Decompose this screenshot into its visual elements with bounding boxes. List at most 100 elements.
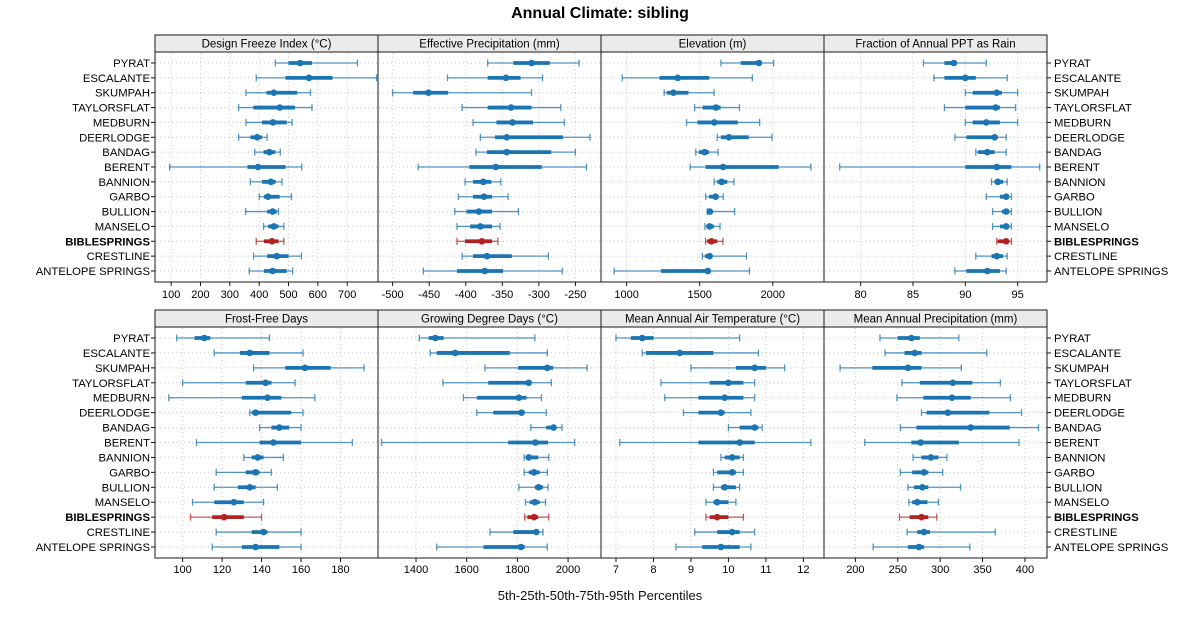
percentile-mark-deerlodge [479, 133, 591, 141]
percentile-mark-skumpah [245, 89, 312, 97]
percentile-mark-escalante [446, 74, 544, 82]
percentile-mark-medburn [168, 394, 316, 402]
percentile-mark-deerlodge [249, 409, 304, 417]
station-label-left: BANDAG [102, 147, 150, 159]
median-dot [531, 498, 539, 506]
station-label-left: ANTELOPE SPRINGS [36, 542, 151, 554]
median-dot [701, 148, 708, 156]
median-dot [267, 178, 275, 186]
axis-tick-label: 90 [959, 289, 971, 301]
median-dot [725, 133, 733, 141]
percentile-mark-taylorsflat [901, 379, 1002, 387]
median-dot [528, 59, 535, 67]
station-label-right: MEDBURN [1054, 393, 1111, 405]
percentile-mark-manselo [456, 222, 501, 230]
median-dot [751, 364, 758, 372]
median-dot [507, 104, 515, 111]
station-label-left: BULLION [102, 207, 150, 219]
panel-frost-free-days: Frost-Free Days 100 120 140 160 180 PYRAT ESCAL… [36, 309, 379, 576]
percentile-mark-bandag [975, 148, 1007, 156]
percentile-mark-antelope-springs [211, 543, 302, 551]
median-dot [268, 237, 276, 245]
percentile-mark-escalante [429, 349, 548, 357]
panel-title: Mean Annual Air Temperature (°C) [625, 314, 800, 326]
median-dot [252, 409, 259, 416]
percentile-mark-bullion [245, 208, 280, 216]
station-label-left: GARBO [109, 467, 150, 479]
percentile-mark-bullion [454, 208, 520, 216]
median-dot [230, 498, 238, 506]
percentile-mark-manselo [704, 222, 721, 230]
panel-mean-annual-precipitation-mm: Mean Annual Precipitation (mm) 200 250 300 3… [823, 309, 1169, 576]
station-label-right: MANSELO [1054, 497, 1109, 509]
station-label-left: MANSELO [95, 221, 150, 233]
percentile-mark-skumpah [391, 89, 533, 97]
axis-tick-label: 300 [221, 289, 239, 301]
percentile-mark-bandag [695, 148, 719, 156]
percentile-mark-skumpah [690, 364, 786, 372]
station-label-right: BULLION [1054, 482, 1102, 494]
median-dot [949, 379, 957, 387]
percentile-mark-bandag [727, 424, 763, 432]
station-label-right: TAYLORSFLAT [1054, 378, 1132, 390]
median-dot [252, 543, 259, 551]
axis-tick-label: 250 [889, 564, 907, 576]
panel-title: Growing Degree Days (°C) [421, 314, 558, 326]
percentile-mark-biblesprings [704, 237, 724, 245]
axis-tick-label: -500 [382, 289, 404, 301]
percentile-mark-crestline [906, 528, 996, 536]
axis-tick-label: 95 [1012, 289, 1024, 301]
axis-tick-label: 200 [191, 289, 209, 301]
station-label-left: MEDBURN [93, 117, 150, 129]
axis-tick-label: -250 [564, 289, 586, 301]
median-dot [717, 543, 725, 551]
percentile-mark-antelope-springs [872, 543, 971, 551]
percentile-mark-berent [839, 163, 1041, 171]
median-dot [718, 178, 725, 186]
median-dot [713, 498, 721, 506]
median-dot [253, 133, 261, 141]
median-dot [711, 119, 718, 126]
station-label-left: BIBLESPRINGS [65, 512, 150, 524]
median-dot [918, 513, 925, 521]
percentile-mark-garbo [523, 468, 548, 476]
median-dot [638, 334, 646, 342]
percentile-mark-escalante [213, 349, 304, 357]
median-dot [736, 439, 743, 446]
percentile-mark-manselo [991, 222, 1013, 230]
percentile-mark-escalante [621, 74, 753, 82]
median-dot [919, 483, 926, 491]
percentile-mark-bannion [713, 178, 735, 186]
median-dot [908, 334, 915, 342]
percentile-mark-medburn [664, 394, 756, 402]
percentile-mark-pyrat [487, 59, 580, 67]
median-dot [550, 424, 557, 431]
station-label-left: DEERLODGE [79, 408, 150, 420]
station-label-right: BERENT [1054, 162, 1100, 174]
median-dot [755, 59, 763, 67]
station-label-right: DEERLODGE [1054, 408, 1125, 420]
median-dot [728, 528, 736, 536]
median-dot [904, 364, 912, 372]
percentile-mark-medburn [472, 118, 566, 126]
median-dot [991, 133, 998, 141]
percentile-mark-crestline [694, 528, 756, 536]
station-label-left: BULLION [102, 482, 150, 494]
median-dot [525, 379, 533, 387]
axis-tick-label: 350 [973, 564, 991, 576]
percentile-mark-deerlodge [954, 133, 1007, 141]
percentile-mark-bannion [990, 178, 1008, 186]
median-dot [706, 252, 713, 260]
station-label-right: BANNION [1054, 177, 1105, 189]
axis-tick-label: 85 [907, 289, 919, 301]
axis-tick-label: 8 [650, 564, 656, 576]
panel-title: Fraction of Annual PPT as Rain [855, 39, 1015, 51]
percentile-mark-garbo [985, 193, 1013, 201]
median-dot [706, 208, 714, 215]
median-dot [967, 424, 974, 431]
median-dot [543, 364, 551, 372]
median-dot [201, 334, 208, 342]
axis-tick-label: 100 [173, 564, 191, 576]
